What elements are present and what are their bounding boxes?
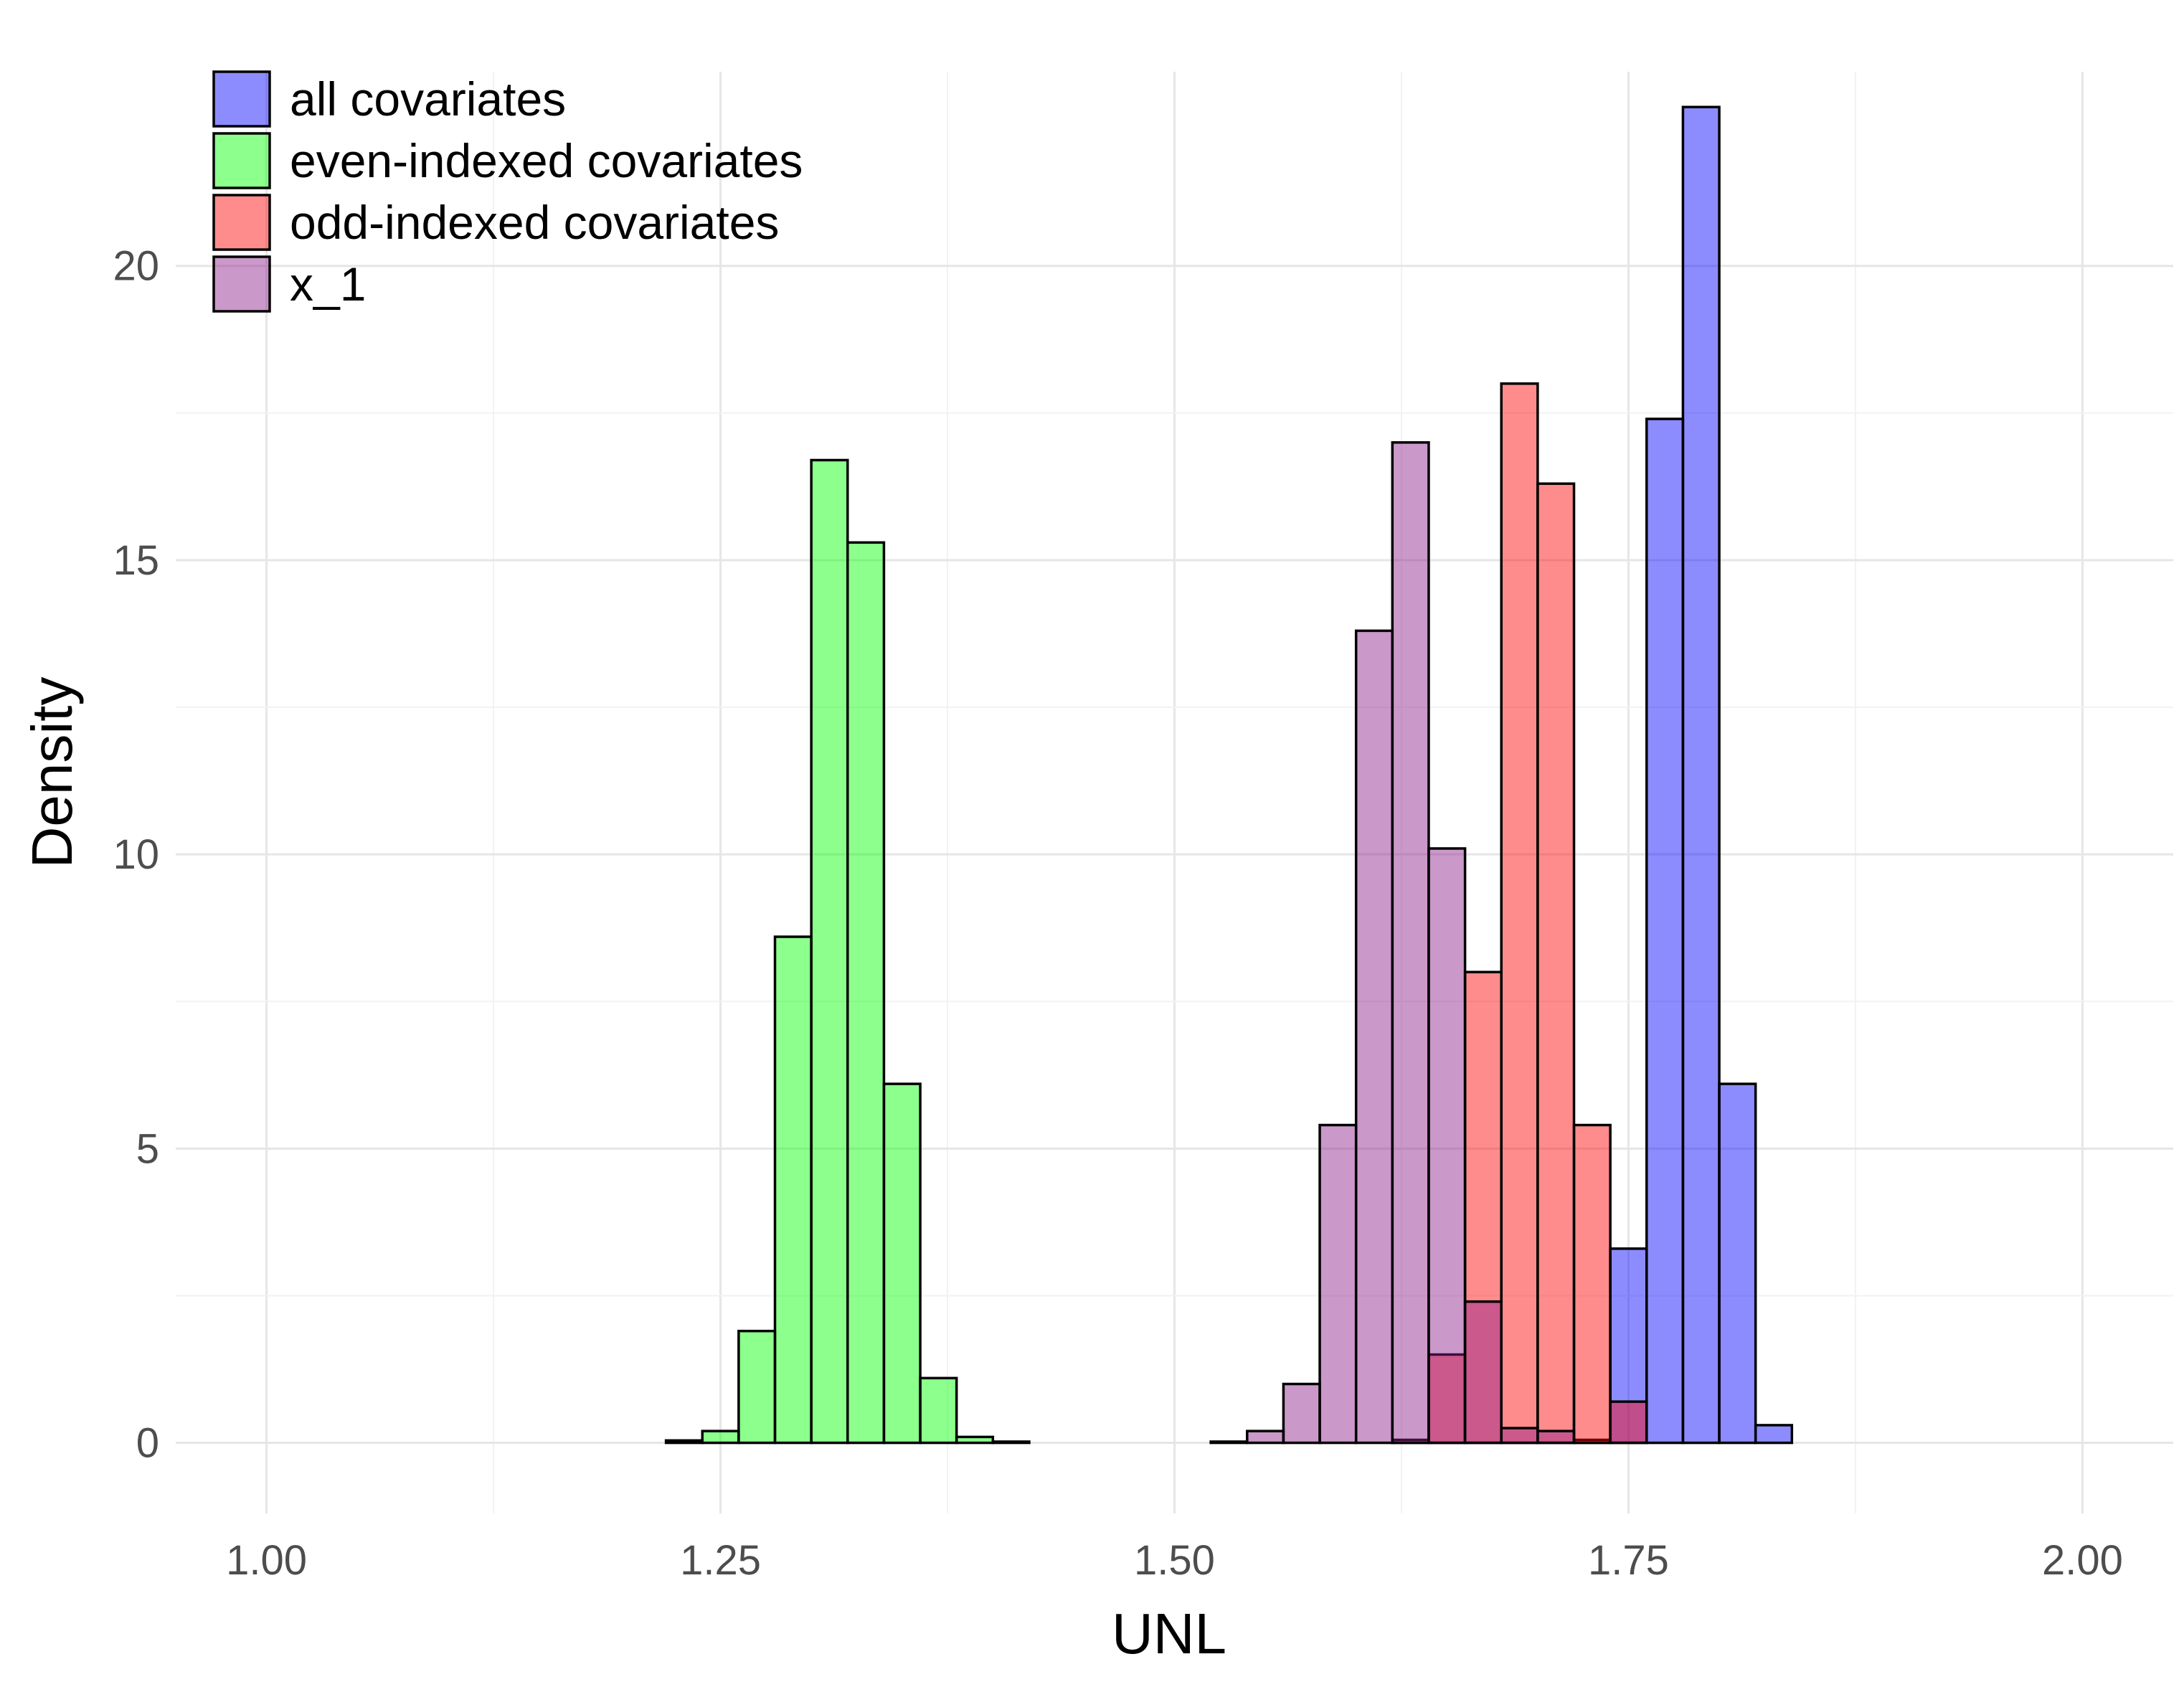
legend-key (212, 255, 271, 313)
histogram-bar (1718, 1082, 1757, 1445)
histogram-bar (1391, 441, 1430, 1445)
histogram-bar (882, 1082, 922, 1445)
histogram-bar (955, 1435, 995, 1445)
y-tick-label: 20 (113, 243, 159, 290)
x-axis-title: UNL (1112, 1602, 1226, 1666)
series-x-1 (1209, 441, 1576, 1445)
histogram-bar (1536, 1430, 1576, 1445)
histogram-bar (1318, 1123, 1358, 1445)
histogram-bar (1645, 417, 1685, 1445)
histogram-bar (737, 1329, 777, 1445)
histogram-bar (1572, 1123, 1612, 1445)
legend-label: even-indexed covariates (290, 134, 803, 187)
y-tick-label: 0 (136, 1420, 159, 1467)
x-tick-label: 1.50 (1134, 1537, 1215, 1584)
histogram-bars (664, 105, 1794, 1445)
y-tick-label: 10 (113, 831, 159, 878)
histogram-bar (1500, 1427, 1539, 1445)
x-tick-label: 1.00 (226, 1537, 307, 1584)
histogram-bar (1463, 970, 1503, 1445)
histogram-bar (1754, 1424, 1794, 1445)
histogram-bar (1609, 1400, 1648, 1445)
legend-label: x_1 (290, 258, 366, 311)
histogram-bar (1500, 382, 1539, 1445)
legend-item: odd-indexed covariates (212, 194, 779, 251)
x-tick-label: 1.75 (1588, 1537, 1669, 1584)
x-tick-label: 2.00 (2042, 1537, 2123, 1584)
series-even-indexed-covariates (664, 458, 1031, 1445)
x-tick-label: 1.25 (680, 1537, 761, 1584)
histogram-bar (846, 541, 886, 1445)
y-tick-label: 15 (113, 537, 159, 584)
legend-key (212, 194, 271, 251)
legend-item: even-indexed covariates (212, 132, 803, 189)
histogram-bar (1282, 1382, 1321, 1445)
histogram-bar (1536, 482, 1576, 1445)
histogram-bar (1246, 1430, 1285, 1445)
y-axis-title: Density (20, 677, 84, 869)
histogram-bar (1209, 1440, 1249, 1445)
histogram-bar (1354, 629, 1394, 1445)
legend-item: x_1 (212, 255, 366, 313)
histogram-bar (773, 935, 813, 1445)
grid-lines (176, 72, 2173, 1513)
y-tick-label: 5 (136, 1125, 159, 1172)
histogram-bar (664, 1439, 704, 1445)
histogram-bar (919, 1376, 958, 1445)
histogram-bar (701, 1430, 740, 1445)
legend-key (212, 132, 271, 189)
legend-label: all covariates (290, 72, 566, 126)
series-odd-indexed-covariates (1391, 382, 1648, 1445)
histogram-bar (991, 1440, 1031, 1445)
histogram-bar (1681, 105, 1721, 1445)
legend: all covariates even-indexed covariates odd… (212, 70, 803, 313)
histogram-bar (810, 458, 849, 1445)
histogram-bar (1427, 847, 1467, 1445)
histogram-bar (1463, 1300, 1503, 1445)
legend-label: odd-indexed covariates (290, 196, 779, 249)
x-axis-ticks: 1.00 1.25 1.50 1.75 2.00 (226, 1537, 2123, 1584)
legend-item: all covariates (212, 70, 566, 128)
y-axis-ticks: 0 5 10 15 20 (113, 243, 159, 1467)
legend-key (212, 70, 271, 128)
